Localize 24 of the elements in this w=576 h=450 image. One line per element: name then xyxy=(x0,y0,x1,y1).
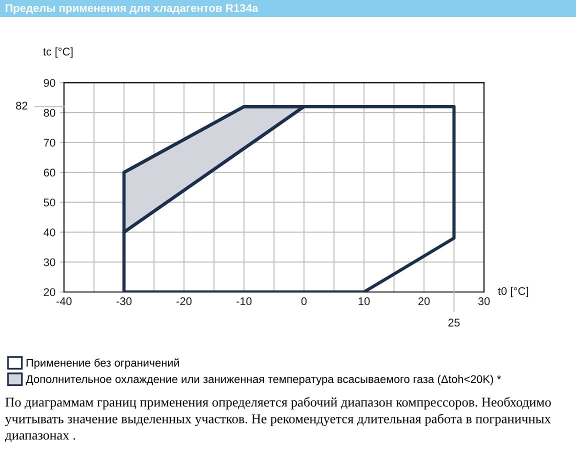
y-tick-label: 30 xyxy=(44,258,56,266)
x-tick-label: 10 xyxy=(358,297,370,306)
text: По диаграммам границ применения определяется рабочий диапазон компрессоров. Необходимо учитывать значение выделенных участков. Не рекомендуется длительная работа в пограничных диапазонах . xyxy=(5,397,551,442)
x-tick-label: -20 xyxy=(176,297,192,306)
y-tick-label: 40 xyxy=(44,228,56,236)
annotation: 25 xyxy=(448,318,460,327)
x-axis-title: t0 [°C] xyxy=(498,286,528,298)
x-tick-label: 20 xyxy=(418,297,430,306)
y-tick-label: 90 xyxy=(44,78,56,87)
text: 82 xyxy=(16,102,28,110)
x-tick-label: -40 xyxy=(56,297,72,306)
chart-title: Пределы применения для хладагентов R134a xyxy=(6,4,258,14)
y-tick-label: 50 xyxy=(44,198,56,206)
x-tick-label: -10 xyxy=(236,297,252,306)
x-tick-label: 0 xyxy=(301,297,307,306)
x-tick-label: -30 xyxy=(116,297,132,306)
y-tick-label: 80 xyxy=(44,108,56,117)
y-tick-label: 60 xyxy=(44,168,56,177)
y-tick-label: 70 xyxy=(44,138,56,147)
x-tick-label: 30 xyxy=(478,297,490,306)
y-axis-title: tc [°C] xyxy=(43,47,73,58)
y-tick-label: 20 xyxy=(44,288,56,296)
legend-label: Применение без ограничений xyxy=(26,358,179,369)
legend-label: Дополнительное охлаждение или заниженная температура всасываемого газа (Δtoh<20K) * xyxy=(26,374,501,386)
